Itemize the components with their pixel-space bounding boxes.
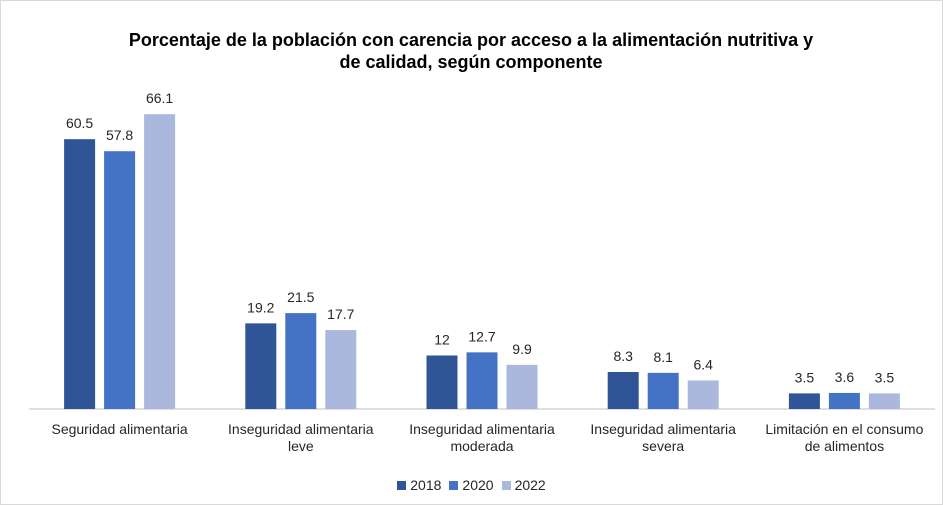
bar	[104, 151, 136, 409]
bar	[64, 139, 96, 410]
bar	[687, 380, 719, 409]
data-label: 17.7	[327, 306, 354, 322]
legend-item: 2020	[449, 477, 494, 493]
legend-label: 2022	[514, 477, 546, 493]
data-label: 3.6	[835, 369, 855, 385]
bar	[788, 393, 820, 409]
data-label: 3.5	[795, 369, 815, 385]
data-label: 6.4	[693, 356, 713, 372]
bar	[647, 372, 679, 409]
bar	[506, 364, 538, 409]
legend-swatch	[501, 481, 511, 490]
bar	[245, 323, 277, 409]
bar	[466, 352, 498, 409]
data-label: 12.7	[468, 328, 495, 344]
x-tick-label: Inseguridad alimentaria severa	[590, 421, 736, 454]
data-label: 12	[434, 331, 450, 347]
data-label: 60.5	[66, 115, 93, 131]
data-label: 3.5	[875, 369, 895, 385]
data-label: 8.1	[653, 349, 673, 365]
x-tick-label: Limitación en el consumo de alimentos	[765, 421, 924, 454]
chart-title: Porcentaje de la población con carencia …	[128, 30, 814, 72]
legend-swatch	[449, 481, 459, 490]
legend-item: 2022	[501, 477, 546, 493]
bar	[144, 114, 176, 409]
legend-label: 2018	[410, 477, 442, 493]
legend: 2018 2020 2022	[1, 477, 942, 493]
bar	[828, 392, 860, 409]
x-tick-label: Inseguridad alimentaria leve	[228, 421, 374, 454]
data-label: 8.3	[613, 348, 633, 364]
data-label: 21.5	[287, 289, 314, 305]
bar	[607, 371, 639, 409]
data-label: 57.8	[106, 127, 133, 143]
bar	[868, 393, 900, 409]
bar	[285, 313, 317, 409]
bar	[325, 330, 357, 409]
bar	[426, 355, 458, 409]
legend-label: 2020	[462, 477, 494, 493]
data-label: 66.1	[146, 90, 173, 106]
legend-swatch	[397, 481, 407, 490]
data-label: 9.9	[512, 341, 532, 357]
legend-item: 2018	[397, 477, 441, 493]
x-tick-label: Inseguridad alimentaria moderada	[409, 421, 555, 454]
x-tick-label: Seguridad alimentaria	[51, 421, 188, 437]
data-label: 19.2	[247, 299, 274, 315]
